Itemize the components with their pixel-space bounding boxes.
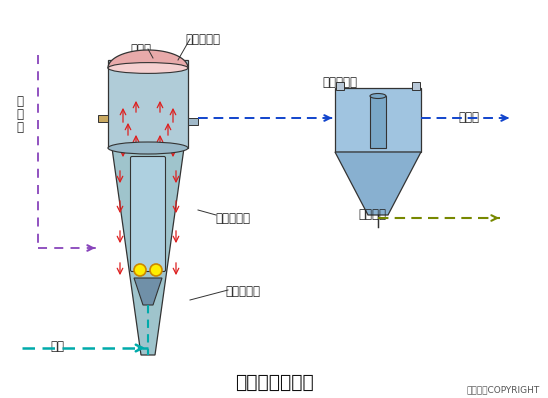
Ellipse shape <box>370 94 386 98</box>
Polygon shape <box>134 278 162 305</box>
Polygon shape <box>108 50 188 68</box>
Text: 污: 污 <box>16 108 23 121</box>
Text: 污泥排放: 污泥排放 <box>358 208 386 221</box>
Circle shape <box>134 264 146 276</box>
Text: 原: 原 <box>16 95 23 108</box>
Bar <box>108 60 188 148</box>
Text: 载体分离区: 载体分离区 <box>185 33 220 46</box>
FancyBboxPatch shape <box>130 156 165 271</box>
Bar <box>336 82 344 90</box>
Bar <box>370 96 386 148</box>
Text: 气流动力流化床: 气流动力流化床 <box>235 373 313 392</box>
Bar <box>98 115 108 122</box>
Text: 载体下降区: 载体下降区 <box>215 212 250 225</box>
Bar <box>188 118 198 125</box>
Polygon shape <box>335 152 421 215</box>
Circle shape <box>150 264 162 276</box>
Polygon shape <box>112 148 184 355</box>
Text: 输送混合管: 输送混合管 <box>225 285 260 298</box>
Text: 二次沉淀齿: 二次沉淀齿 <box>322 76 357 89</box>
Ellipse shape <box>108 62 188 73</box>
Text: 硫化床: 硫化床 <box>130 43 151 56</box>
Ellipse shape <box>108 142 188 154</box>
Text: 空气: 空气 <box>50 340 64 353</box>
Bar <box>412 82 420 90</box>
Text: 水: 水 <box>16 121 23 134</box>
Text: 东方仿真COPYRIGHT: 东方仿真COPYRIGHT <box>467 385 540 394</box>
Text: 处理水: 处理水 <box>458 111 479 124</box>
Bar <box>335 88 421 152</box>
